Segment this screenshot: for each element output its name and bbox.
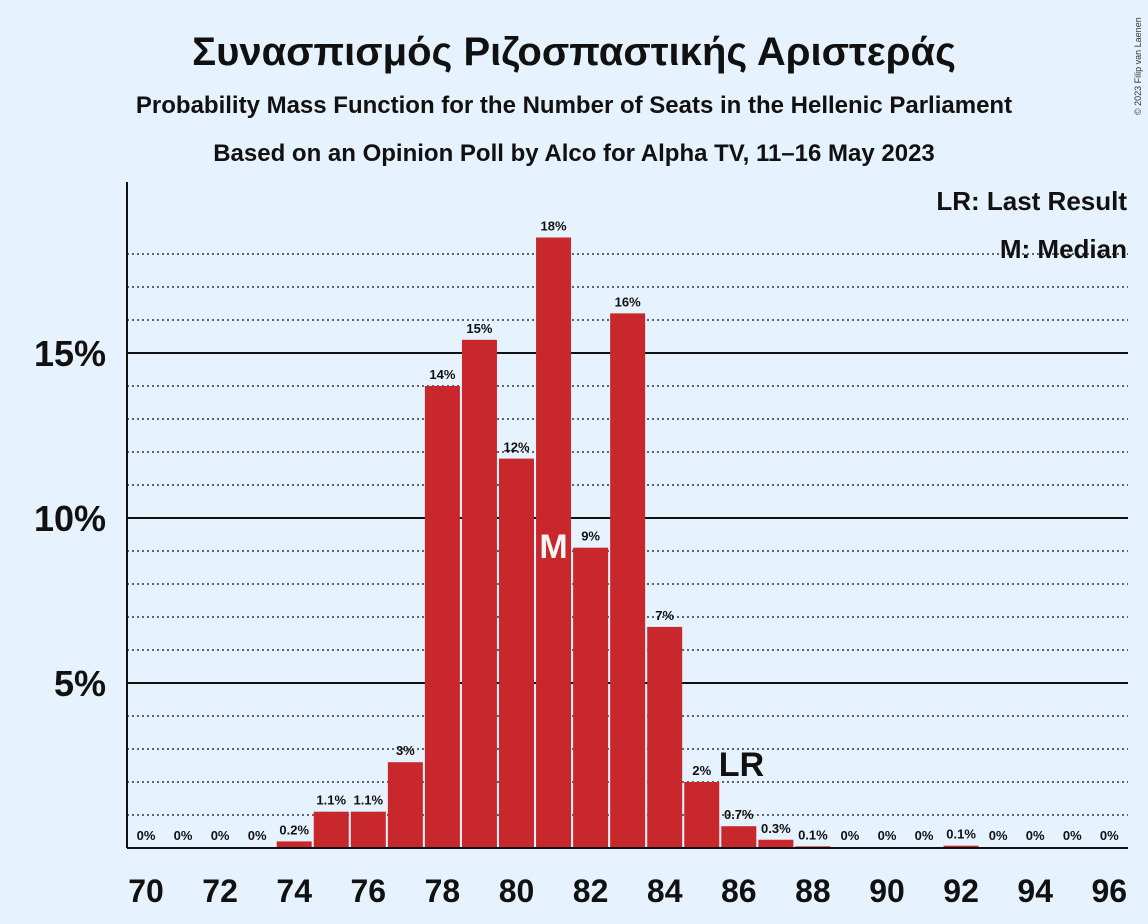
bar-value-label: 0% xyxy=(841,828,860,843)
x-tick-label: 92 xyxy=(943,873,979,909)
bar xyxy=(610,313,646,848)
bar-value-label: 2% xyxy=(692,763,711,778)
y-tick-label: 5% xyxy=(54,663,106,704)
x-tick-label: 72 xyxy=(202,873,238,909)
x-tick-label: 74 xyxy=(276,873,312,909)
bar-value-label: 0% xyxy=(248,828,267,843)
bars xyxy=(276,237,979,848)
bar xyxy=(536,237,572,848)
bar-value-label: 1.1% xyxy=(353,793,383,808)
x-tick-label: 76 xyxy=(351,873,387,909)
copyright-text: © 2023 Filip van Laenen xyxy=(1133,17,1143,115)
x-tick-label: 90 xyxy=(869,873,905,909)
bar xyxy=(276,841,312,848)
bar-value-label: 0% xyxy=(1100,828,1119,843)
bar xyxy=(758,839,794,848)
bar-value-label: 0% xyxy=(211,828,230,843)
bar xyxy=(424,386,460,848)
bar xyxy=(350,811,386,848)
bar xyxy=(573,547,609,848)
bar-labels: 0% 0% 0% 0% 0.2% 1.1% 1.1% 3% 14% 15% 12% 18% 9% 16% 7… xyxy=(137,219,1120,844)
x-axis-ticks: 70 72 74 76 78 80 82 84 86 88 90 92 94 96 xyxy=(128,873,1127,909)
bar-value-label: 3% xyxy=(396,743,415,758)
bar-value-label: 0% xyxy=(174,828,193,843)
bar-value-label: 9% xyxy=(581,529,600,544)
x-tick-label: 94 xyxy=(1017,873,1053,909)
bar-value-label: 7% xyxy=(655,608,674,623)
bar-value-label: 0% xyxy=(1063,828,1082,843)
x-tick-label: 78 xyxy=(425,873,461,909)
bar xyxy=(461,339,497,848)
legend-last-result: LR: Last Result xyxy=(936,186,1127,216)
median-marker: M xyxy=(539,528,567,566)
bar-value-label: 0.7% xyxy=(724,807,754,822)
x-tick-label: 84 xyxy=(647,873,683,909)
bar-value-label: 14% xyxy=(429,367,455,382)
bar-value-label: 12% xyxy=(503,440,529,455)
chart-title: Συνασπισμός Ριζοσπαστικής Αριστεράς xyxy=(192,30,956,74)
bar-value-label: 0% xyxy=(878,828,897,843)
y-axis-ticks: 5% 10% 15% xyxy=(34,333,106,704)
bar xyxy=(721,826,757,848)
x-tick-label: 88 xyxy=(795,873,831,909)
x-tick-label: 96 xyxy=(1092,873,1128,909)
bar-value-label: 18% xyxy=(541,219,567,234)
bar xyxy=(313,811,349,848)
chart-subtitle: Probability Mass Function for the Number… xyxy=(136,92,1012,119)
bar-value-label: 0.1% xyxy=(798,827,828,842)
bar-value-label: 0% xyxy=(989,828,1008,843)
bar xyxy=(684,782,720,848)
y-tick-label: 15% xyxy=(34,333,106,374)
last-result-marker: LR xyxy=(719,746,764,784)
bar xyxy=(387,762,423,848)
x-tick-label: 86 xyxy=(721,873,757,909)
bar-value-label: 0% xyxy=(137,828,156,843)
bar xyxy=(499,458,534,848)
bar-value-label: 15% xyxy=(466,321,492,336)
x-tick-label: 70 xyxy=(128,873,164,909)
bar-value-label: 0.2% xyxy=(279,822,309,837)
bar-value-label: 0.3% xyxy=(761,821,791,836)
x-tick-label: 82 xyxy=(573,873,609,909)
bar-value-label: 1.1% xyxy=(316,793,346,808)
chart-subtitle-source: Based on an Opinion Poll by Alco for Alp… xyxy=(213,140,935,167)
bar xyxy=(647,626,683,848)
bar-value-label: 0.1% xyxy=(946,827,976,842)
bar xyxy=(943,845,979,848)
bar-value-label: 0% xyxy=(1026,828,1045,843)
y-tick-label: 10% xyxy=(34,498,106,539)
bar-value-label: 0% xyxy=(915,828,934,843)
x-tick-label: 80 xyxy=(499,873,535,909)
legend-median: M: Median xyxy=(1000,234,1127,264)
bar-value-label: 16% xyxy=(615,294,641,309)
